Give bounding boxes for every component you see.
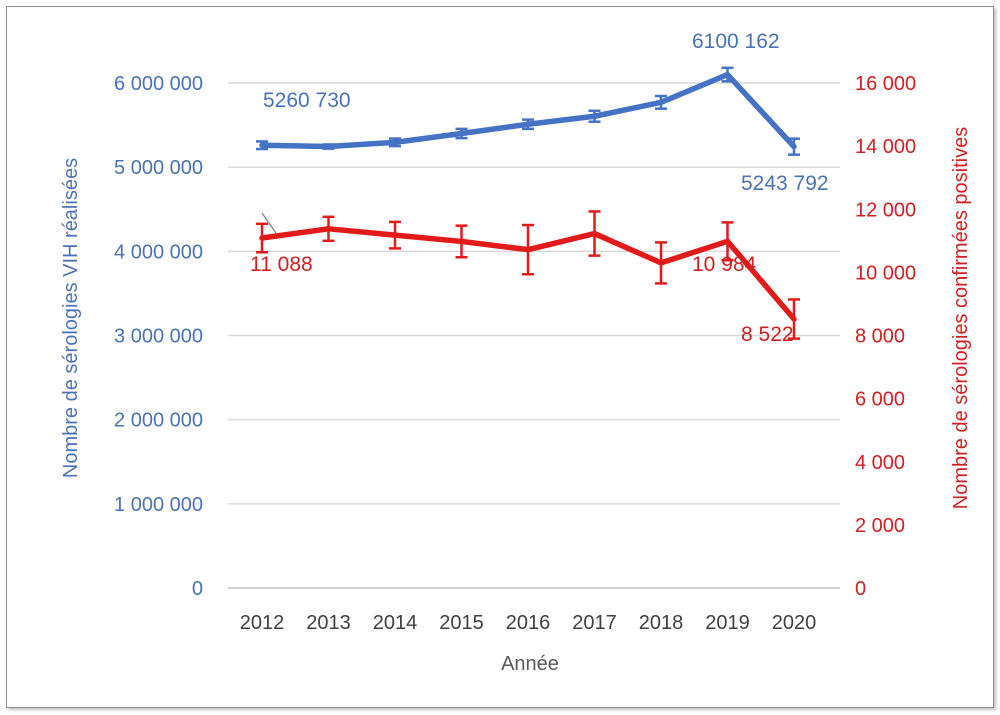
data-label: 5260 730 — [263, 89, 351, 112]
data-label: 8 522 — [741, 323, 794, 346]
x-tick-label: 2012 — [240, 612, 285, 634]
data-label-leader-line — [261, 212, 277, 234]
left-y-tick-label: 2 000 000 — [114, 410, 203, 432]
left-y-tick-label: 5 000 000 — [114, 157, 203, 179]
right-y-tick-label: 10 000 — [855, 262, 916, 284]
x-tick-label: 2018 — [639, 612, 684, 634]
data-label: 6100 162 — [692, 30, 780, 53]
right-y-tick-label: 12 000 — [855, 199, 916, 221]
right-y-tick-label: 4 000 — [855, 452, 905, 474]
right-y-tick-label: 16 000 — [855, 73, 916, 95]
data-label: 11 088 — [250, 253, 313, 276]
data-label: 10 984 — [692, 253, 757, 276]
right-y-axis-title: Nombre de sérologies confirmées positive… — [950, 127, 972, 509]
x-tick-label: 2019 — [705, 612, 750, 634]
x-tick-label: 2014 — [373, 612, 418, 634]
x-axis-title: Année — [501, 653, 559, 675]
x-tick-label: 2016 — [506, 612, 551, 634]
x-tick-label: 2015 — [439, 612, 484, 634]
chart-frame — [6, 6, 994, 708]
left-y-axis-title: Nombre de sérologies VIH réalisées — [60, 158, 82, 478]
x-tick-label: 2017 — [572, 612, 617, 634]
right-y-tick-label: 14 000 — [855, 136, 916, 158]
right-y-tick-label: 8 000 — [855, 326, 905, 348]
left-y-tick-label: 3 000 000 — [114, 326, 203, 348]
right-y-tick-label: 2 000 — [855, 515, 905, 537]
data-label: 5243 792 — [741, 172, 829, 195]
x-tick-label: 2013 — [306, 612, 351, 634]
left-y-tick-label: 1 000 000 — [114, 494, 203, 516]
right-y-tick-label: 6 000 — [855, 389, 905, 411]
right-y-tick-label: 0 — [855, 578, 866, 600]
x-tick-label: 2020 — [772, 612, 817, 634]
left-y-tick-label: 0 — [192, 578, 203, 600]
left-y-tick-label: 6 000 000 — [114, 73, 203, 95]
left-y-tick-label: 4 000 000 — [114, 241, 203, 263]
